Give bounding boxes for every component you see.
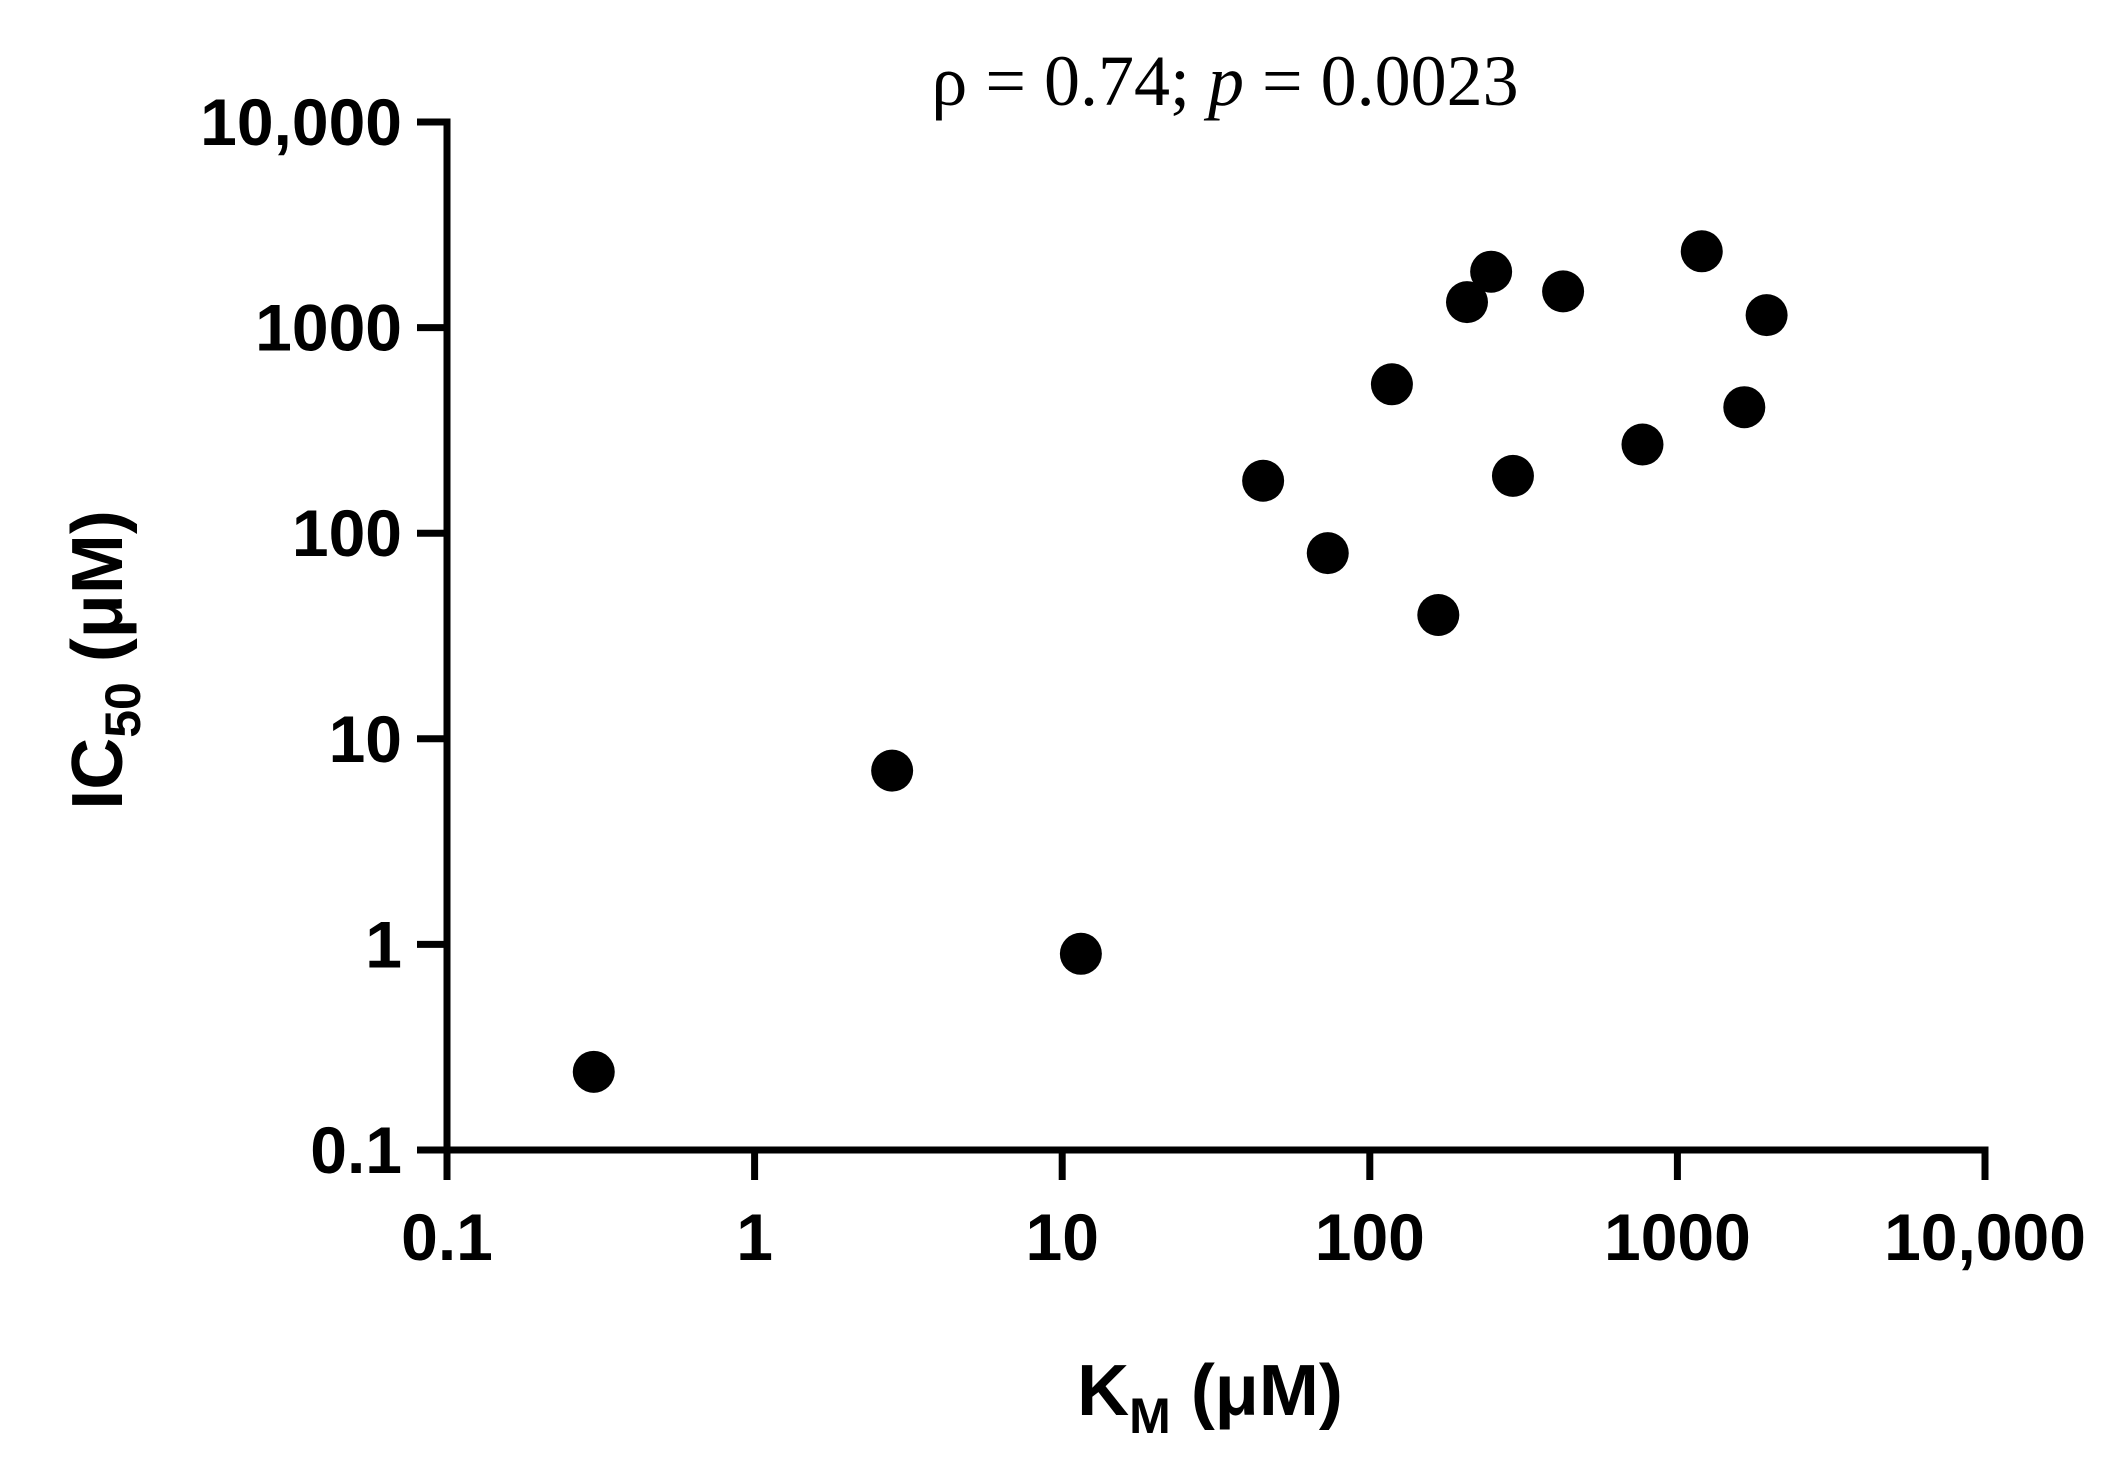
data-point	[1445, 281, 1488, 324]
data-point	[1242, 459, 1285, 502]
y-tick-label: 10	[329, 702, 402, 776]
y-tick-label: 0.1	[310, 1113, 402, 1187]
data-point	[1417, 594, 1460, 637]
y-tick-label: 10,000	[200, 85, 402, 159]
data-point	[1306, 532, 1349, 575]
p-symbol: p	[1203, 41, 1244, 121]
y-tick-label: 1	[365, 907, 402, 981]
data-point	[1621, 423, 1664, 466]
correlation-annotation: ρ = 0.74; p = 0.0023	[931, 41, 1518, 121]
data-point	[572, 1050, 615, 1093]
data-point	[871, 749, 914, 792]
x-tick-label: 0.1	[401, 1200, 493, 1274]
x-tick-label: 100	[1315, 1200, 1425, 1274]
y-axis-ticks: 0.1 1 10 100 1000 10,000	[200, 85, 447, 1187]
y-tick-label: 100	[292, 496, 402, 570]
data-points	[572, 230, 1788, 1093]
data-point	[1470, 250, 1513, 293]
x-axis-title-subscript: M	[1129, 1388, 1171, 1444]
x-tick-label: 10,000	[1884, 1200, 2086, 1274]
y-axis-title: IC50 (μM)	[58, 510, 151, 810]
y-axis-title-unit: (μM)	[58, 510, 138, 682]
x-axis-title: KM (μM)	[1077, 1351, 1343, 1444]
data-point	[1745, 294, 1788, 337]
x-tick-label: 1000	[1604, 1200, 1751, 1274]
y-tick-label: 1000	[255, 291, 402, 365]
data-point	[1059, 932, 1102, 975]
p-value: = 0.0023	[1244, 41, 1519, 121]
y-axis-title-main: IC	[58, 738, 138, 810]
rho-value: = 0.74;	[967, 41, 1208, 121]
y-axis-title-subscript: 50	[95, 682, 151, 738]
rho-symbol: ρ	[931, 41, 967, 121]
data-point	[1370, 363, 1413, 406]
x-axis-title-unit: (μM)	[1171, 1351, 1343, 1431]
x-axis-ticks: 0.1 1 10 100 1000 10,000	[401, 1150, 2086, 1274]
x-tick-label: 1	[736, 1200, 773, 1274]
data-point	[1491, 454, 1534, 497]
x-tick-label: 10	[1025, 1200, 1098, 1274]
data-point	[1723, 386, 1766, 429]
data-point	[1680, 230, 1723, 273]
x-axis-title-main: K	[1077, 1351, 1129, 1431]
data-point	[1542, 270, 1585, 313]
